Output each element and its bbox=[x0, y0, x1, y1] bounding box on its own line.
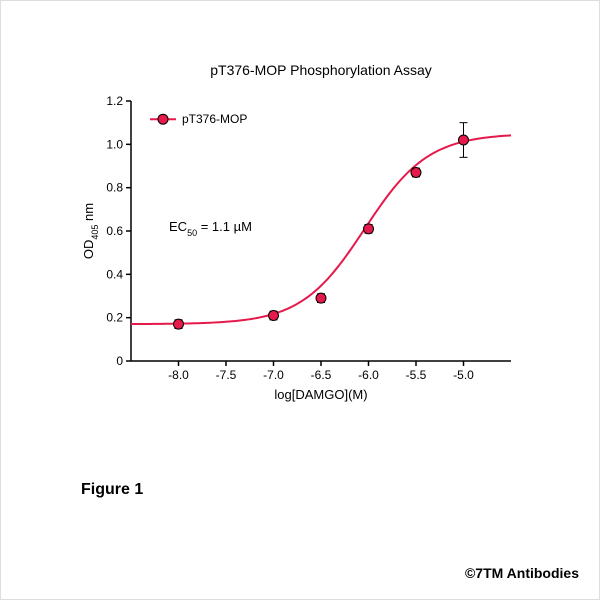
x-tick-label: -7.0 bbox=[263, 368, 284, 382]
y-tick-label: 0.2 bbox=[106, 311, 123, 325]
chart-svg: pT376-MOP Phosphorylation Assay 0 0.2 0.4 0.… bbox=[81, 61, 521, 441]
data-marker bbox=[364, 224, 374, 234]
data-marker bbox=[174, 319, 184, 329]
x-tick-label: -5.0 bbox=[453, 368, 474, 382]
x-axis-label: log[DAMGO](M) bbox=[274, 387, 367, 402]
y-axis-label: OD405 nm bbox=[81, 203, 100, 259]
y-tick-label: 1.0 bbox=[106, 137, 123, 151]
y-tick-label: 0.6 bbox=[106, 224, 123, 238]
x-tick-label: -6.5 bbox=[311, 368, 332, 382]
x-tick-label: -6.0 bbox=[358, 368, 379, 382]
frame: pT376-MOP Phosphorylation Assay 0 0.2 0.4 0.… bbox=[0, 0, 600, 600]
ec50-annotation: EC50 = 1.1 µM bbox=[169, 219, 252, 238]
y-tick-label: 0 bbox=[116, 354, 123, 368]
chart-region: pT376-MOP Phosphorylation Assay 0 0.2 0.4 0.… bbox=[81, 61, 521, 441]
data-marker bbox=[459, 135, 469, 145]
data-marker bbox=[411, 168, 421, 178]
copyright-text: ©7TM Antibodies bbox=[465, 565, 579, 581]
data-marker bbox=[269, 311, 279, 321]
legend-label: pT376-MOP bbox=[182, 112, 247, 126]
chart-title: pT376-MOP Phosphorylation Assay bbox=[210, 62, 432, 78]
y-tick-label: 0.8 bbox=[106, 181, 123, 195]
data-marker bbox=[316, 293, 326, 303]
y-tick-label: 1.2 bbox=[106, 94, 123, 108]
x-tick-label: -7.5 bbox=[216, 368, 237, 382]
x-tick-label: -8.0 bbox=[168, 368, 189, 382]
legend-marker bbox=[158, 114, 168, 124]
x-tick-label: -5.5 bbox=[406, 368, 427, 382]
figure-label: Figure 1 bbox=[81, 481, 143, 499]
y-tick-label: 0.4 bbox=[106, 267, 123, 281]
